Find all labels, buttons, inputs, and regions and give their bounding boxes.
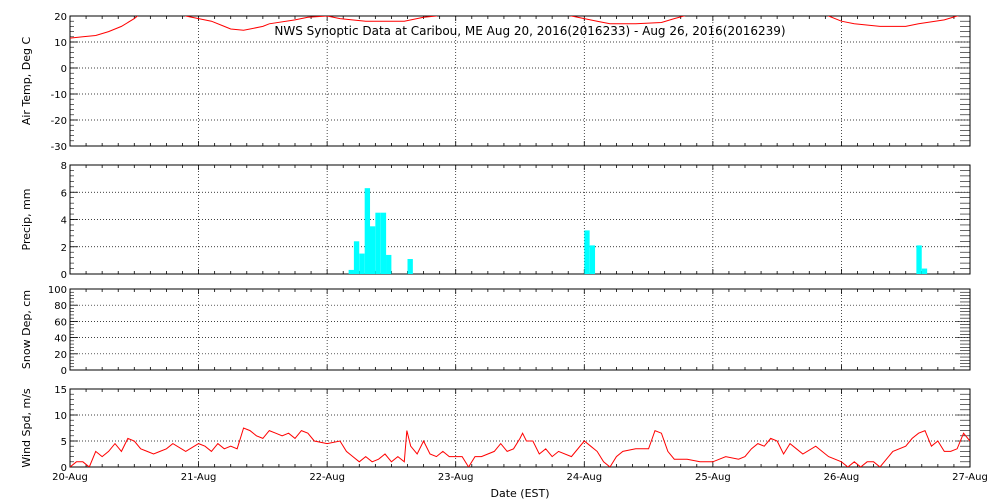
y-tick-label: 15 [54,385,67,396]
panel-4: 0 5 10 15 Wind Spd, m/s 20-Aug 21-Aug 22-Aug 23-… [20,385,988,483]
y-tick-label: 0 [61,463,67,474]
x-tick-label: 24-Aug [566,472,602,483]
x-tick-label: 22-Aug [309,472,345,483]
panel-1: -30 -20 -10 0 10 20 Air Temp, Deg C [20,12,971,153]
x-tick-label: 27-Aug [952,472,988,483]
precip-bar [407,259,413,274]
y-axis-label: Snow Dep, cm [20,290,33,369]
y-tick-label: 60 [54,317,67,328]
y-tick-label: 40 [54,334,67,345]
y-tick-label: 4 [61,216,67,227]
x-tick-label: 26-Aug [824,472,860,483]
panel-3: 0 20 40 60 80 100 Snow Dep, cm [20,285,971,377]
precip-bar [369,226,376,274]
y-tick-label: 8 [61,161,67,172]
y-axis-label: Precip, mm [20,189,33,251]
x-tick-label: 20-Aug [52,472,88,483]
precip-bar [380,212,387,274]
x-tick-label: 21-Aug [181,472,217,483]
y-tick-label: 2 [61,243,67,254]
x-axis-label: Date (EST) [490,487,549,500]
y-tick-label: -30 [51,142,67,153]
y-tick-label: 10 [54,38,67,49]
series-line [70,427,970,467]
precip-bar [364,188,371,274]
precip-bar [359,253,365,274]
y-tick-label: 20 [54,350,67,361]
precip-bar [921,268,928,274]
y-tick-label: -10 [51,90,67,101]
y-tick-label: 0 [61,366,67,377]
precip-bar [916,245,922,274]
y-tick-label: 0 [61,270,67,281]
chart-title: NWS Synoptic Data at Caribou, ME Aug 20,… [274,24,785,38]
x-tick-label: 23-Aug [438,472,474,483]
y-tick-label: -20 [51,116,67,127]
panels-layer: -30 -20 -10 0 10 20 Air Temp, Deg C 0 2 4 6 8 Precip… [20,12,988,483]
y-tick-label: 5 [61,437,67,448]
y-tick-label: 20 [54,12,67,23]
precip-bar [386,254,392,274]
y-axis-label: Wind Spd, m/s [20,388,33,468]
precip-bar [353,241,360,274]
y-tick-label: 0 [61,64,67,75]
precip-bar [589,245,596,274]
precip-bar [584,230,590,274]
y-tick-label: 10 [54,411,67,422]
panel-2: 0 2 4 6 8 Precip, mm [20,161,971,281]
x-tick-label: 25-Aug [695,472,731,483]
precip-bar [375,212,381,274]
y-tick-label: 80 [54,301,67,312]
precip-bar [348,269,354,274]
y-tick-label: 6 [61,188,67,199]
y-axis-label: Air Temp, Deg C [20,37,33,126]
y-tick-label: 100 [48,285,67,296]
series-line [70,16,960,39]
